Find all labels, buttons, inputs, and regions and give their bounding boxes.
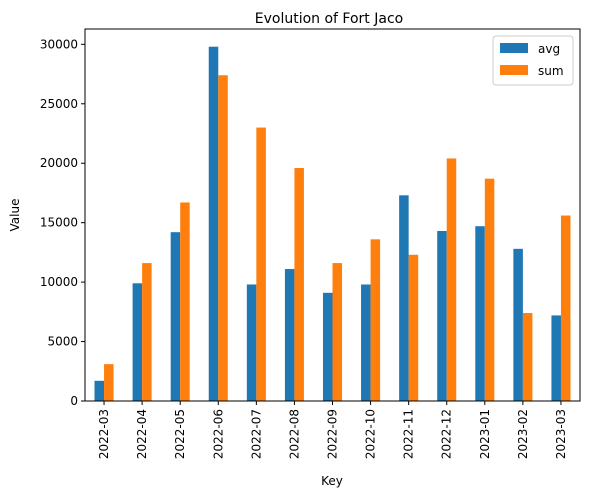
x-tick-label: 2022-11 — [402, 409, 416, 459]
bar-sum-2023-03 — [560, 215, 571, 401]
bar-avg-2022-06 — [208, 46, 219, 401]
bar-sum-2022-04 — [142, 263, 152, 401]
x-axis-label: Key — [321, 474, 343, 488]
y-tick-label: 15000 — [40, 216, 78, 230]
bars-group — [94, 46, 571, 401]
legend: avg sum — [492, 35, 574, 86]
bar-sum-2023-01 — [484, 178, 495, 401]
x-tick-label: 2022-05 — [173, 409, 187, 459]
x-tick-label: 2022-08 — [287, 409, 301, 459]
x-tick-label: 2023-03 — [554, 409, 568, 459]
bar-sum-2022-09 — [332, 263, 343, 401]
bar-avg-2022-05 — [170, 232, 181, 401]
y-tick-label: 30000 — [40, 37, 78, 51]
bar-sum-2022-10 — [370, 239, 381, 401]
legend-swatch-sum — [500, 65, 528, 75]
bar-sum-2022-08 — [294, 167, 304, 401]
bar-avg-2022-12 — [437, 230, 447, 401]
bar-sum-2023-02 — [522, 313, 533, 401]
y-axis-ticks: 0 5000 10000 15000 20000 25000 30000 — [40, 37, 85, 408]
x-tick-label: 2022-10 — [364, 409, 378, 459]
x-tick-label: 2022-12 — [440, 409, 454, 459]
bar-avg-2022-08 — [284, 269, 295, 401]
legend-swatch-avg — [500, 43, 528, 53]
plot-frame — [84, 28, 581, 402]
y-tick-label: 10000 — [40, 275, 78, 289]
y-tick-label: 0 — [70, 394, 78, 408]
legend-label-avg: avg — [538, 42, 560, 56]
chart-title: Evolution of Fort Jaco — [255, 11, 403, 27]
bar-avg-2022-09 — [322, 292, 333, 401]
bar-avg-2022-10 — [361, 284, 371, 401]
x-tick-label: 2022-07 — [249, 409, 263, 459]
legend-label-sum: sum — [538, 64, 564, 78]
x-tick-label: 2022-03 — [97, 409, 111, 459]
x-tick-label: 2022-09 — [326, 409, 340, 459]
x-tick-label: 2022-06 — [211, 409, 225, 459]
bar-avg-2022-04 — [132, 283, 143, 401]
x-tick-label: 2023-02 — [516, 409, 530, 459]
bar-sum-2022-05 — [180, 202, 190, 401]
bar-sum-2022-07 — [256, 127, 266, 401]
bar-avg-2022-11 — [399, 195, 409, 401]
bar-avg-2022-07 — [246, 284, 257, 401]
y-tick-label: 5000 — [47, 335, 78, 349]
x-axis-ticks: 2022-03 2022-04 2022-05 2022-06 2022-07 2022-… — [97, 401, 568, 459]
y-tick-label: 25000 — [40, 97, 78, 111]
bar-sum-2022-12 — [446, 158, 457, 401]
x-tick-label: 2023-01 — [478, 409, 492, 459]
bar-sum-2022-06 — [218, 75, 228, 401]
bar-avg-2023-01 — [475, 226, 485, 401]
y-tick-label: 20000 — [40, 156, 78, 170]
bar-sum-2022-11 — [408, 254, 419, 401]
bar-avg-2022-03 — [94, 380, 105, 401]
x-tick-label: 2022-04 — [135, 409, 149, 459]
bar-avg-2023-02 — [513, 248, 523, 401]
bar-avg-2023-03 — [551, 315, 561, 401]
y-axis-label: Value — [8, 199, 22, 232]
bar-sum-2022-03 — [104, 364, 114, 401]
